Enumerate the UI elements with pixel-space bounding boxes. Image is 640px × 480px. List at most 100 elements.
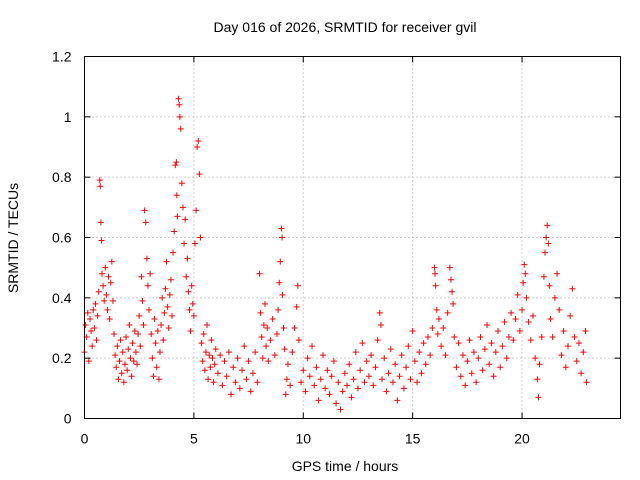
data-point [529, 312, 536, 319]
data-point [205, 376, 212, 383]
data-point [450, 300, 457, 307]
data-point [562, 364, 569, 371]
data-point [209, 355, 216, 362]
data-point [394, 397, 401, 404]
data-point [258, 334, 265, 341]
data-point [442, 352, 449, 359]
data-point [163, 258, 170, 265]
x-tick-label: 0 [81, 431, 89, 447]
x-tick-label: 15 [405, 431, 421, 447]
data-point [128, 373, 135, 380]
data-point [201, 367, 208, 374]
y-axis-label: SRMTID / TECUs [5, 183, 21, 293]
data-point [109, 297, 116, 304]
data-point [195, 137, 202, 144]
data-point [431, 264, 438, 271]
data-point [335, 379, 342, 386]
data-point [149, 355, 156, 362]
data-point [516, 328, 523, 335]
data-point [131, 328, 138, 335]
data-point [162, 285, 169, 292]
data-point [239, 367, 246, 374]
data-point [486, 361, 493, 368]
data-point [259, 355, 266, 362]
data-point [269, 315, 276, 322]
data-point [462, 382, 469, 389]
data-point [206, 352, 213, 359]
data-point [181, 240, 188, 247]
data-point [484, 321, 491, 328]
data-point [113, 364, 120, 371]
data-point [481, 346, 488, 353]
x-tick-label: 5 [190, 431, 198, 447]
data-point [383, 388, 390, 395]
data-point [106, 315, 113, 322]
data-point [523, 294, 530, 301]
data-point [210, 379, 217, 386]
data-point [85, 358, 92, 365]
data-point [512, 315, 519, 322]
data-point [279, 291, 286, 298]
x-tick-label: 20 [514, 431, 530, 447]
y-tick-label: 1 [64, 109, 72, 125]
data-point [339, 388, 346, 395]
data-point [277, 258, 284, 265]
data-point [260, 321, 267, 328]
data-point [497, 364, 504, 371]
data-point [519, 306, 526, 313]
data-point [98, 237, 105, 244]
data-point [503, 355, 510, 362]
data-point [139, 297, 146, 304]
data-point [137, 343, 144, 350]
y-tick-label: 0 [64, 411, 72, 427]
data-point [376, 309, 383, 316]
data-point [155, 376, 162, 383]
data-point [236, 385, 243, 392]
data-point [118, 370, 125, 377]
data-point [543, 234, 550, 241]
data-point [427, 352, 434, 359]
data-point [170, 249, 177, 256]
data-point [271, 352, 278, 359]
data-point [245, 358, 252, 365]
data-point [333, 400, 340, 407]
data-point [100, 282, 107, 289]
x-tick-label: 10 [295, 431, 311, 447]
data-point [252, 349, 259, 356]
data-point [435, 315, 442, 322]
data-point [392, 361, 399, 368]
data-point [352, 349, 359, 356]
data-point [108, 258, 115, 265]
data-point [560, 328, 567, 335]
x-axis-label: GPS time / hours [292, 458, 399, 474]
chart-title: Day 016 of 2026, SRMTID for receiver gvi… [214, 19, 477, 35]
data-point [510, 337, 517, 344]
data-point [492, 349, 499, 356]
data-point [418, 370, 425, 377]
data-point [405, 343, 412, 350]
data-point [330, 358, 337, 365]
data-point [379, 376, 386, 383]
data-point [193, 207, 200, 214]
data-point [575, 340, 582, 347]
data-point [96, 177, 103, 184]
data-point [99, 270, 106, 277]
axis-ticks: 0 0.2 0.4 0.6 0.8 1 1.2 0 5 10 15 20 [52, 49, 621, 447]
data-point [464, 358, 471, 365]
data-point [501, 318, 508, 325]
data-point [176, 101, 183, 108]
data-point [158, 321, 165, 328]
data-point [90, 306, 97, 313]
data-point [150, 373, 157, 380]
data-point [228, 391, 235, 398]
data-point [151, 315, 158, 322]
data-point [522, 270, 529, 277]
data-point [279, 234, 286, 241]
data-point [377, 321, 384, 328]
data-point [556, 306, 563, 313]
data-point [267, 337, 274, 344]
data-point [115, 376, 122, 383]
data-point [546, 282, 553, 289]
data-point [103, 291, 110, 298]
data-point [138, 273, 145, 280]
